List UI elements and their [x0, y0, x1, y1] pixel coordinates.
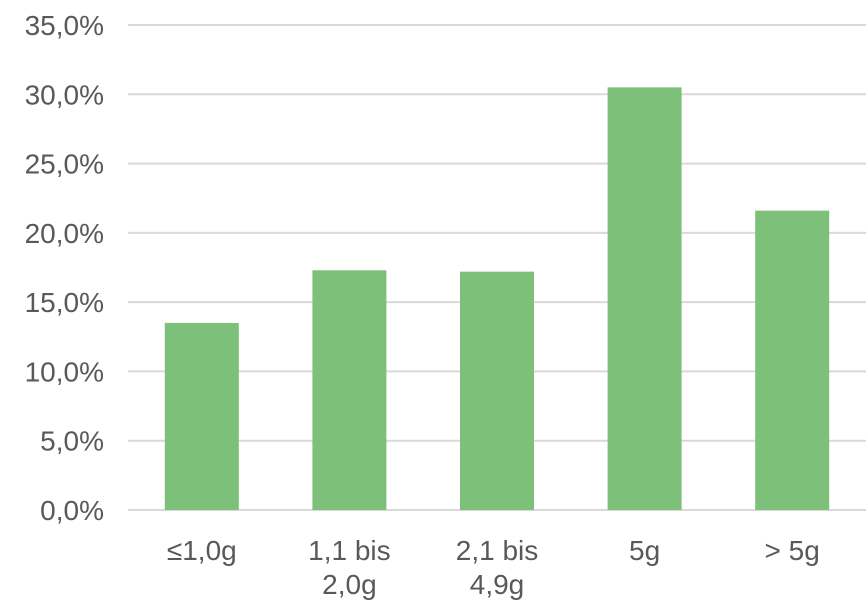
y-tick-label: 10,0% [25, 356, 104, 387]
x-category-label: ≤1,0g [167, 535, 237, 566]
x-category-label-line: 4,9g [470, 569, 525, 600]
x-category-label-line: > 5g [765, 535, 820, 566]
bar [460, 271, 534, 510]
x-category-label-line: 2,1 bis [456, 535, 539, 566]
x-category-label-line: ≤1,0g [167, 535, 237, 566]
y-tick-label: 0,0% [40, 495, 104, 526]
bar [755, 210, 830, 510]
y-tick-label: 15,0% [25, 287, 104, 318]
bar [312, 270, 387, 510]
x-axis-category-labels: ≤1,0g 1,1 bis 2,0g 2,1 bis 4,9g 5g > 5g [167, 535, 820, 600]
x-category-label-line: 1,1 bis [308, 535, 391, 566]
y-tick-label: 30,0% [25, 79, 104, 110]
x-category-label: > 5g [765, 535, 820, 566]
x-category-label-line: 5g [629, 535, 660, 566]
x-category-label: 5g [629, 535, 660, 566]
bar [164, 322, 239, 510]
x-category-label-line: 2,0g [322, 569, 377, 600]
y-tick-label: 5,0% [40, 426, 104, 457]
x-category-label: 2,1 bis 4,9g [456, 535, 539, 600]
y-tick-label: 35,0% [25, 10, 104, 41]
x-category-label: 1,1 bis 2,0g [308, 535, 391, 600]
y-axis-tick-labels: 0,0% 5,0% 10,0% 15,0% 20,0% 25,0% 30,0% 35,0% [25, 10, 104, 526]
bars [164, 87, 830, 510]
y-tick-label: 25,0% [25, 149, 104, 180]
y-tick-label: 20,0% [25, 218, 104, 249]
bar [607, 87, 682, 510]
